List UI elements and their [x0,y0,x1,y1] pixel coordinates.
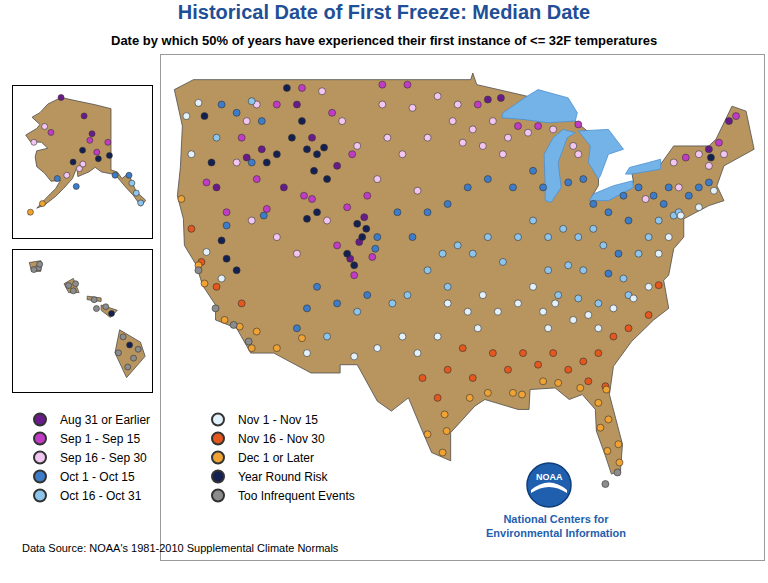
svg-text:Sep 1 - Sep 15: Sep 1 - Sep 15 [60,432,140,446]
svg-text:Aug 31 or Earlier: Aug 31 or Earlier [60,413,150,427]
svg-text:National Centers forEnvironmen: National Centers forEnvironmental Inform… [486,513,626,539]
svg-text:Nov 16 - Nov 30: Nov 16 - Nov 30 [238,432,325,446]
svg-text:Oct 16 - Oct 31: Oct 16 - Oct 31 [60,489,142,503]
svg-text:NOAA: NOAA [536,472,563,482]
svg-text:Historical Date of First Freez: Historical Date of First Freeze: Median … [178,1,590,23]
svg-text:Year Round Risk: Year Round Risk [238,470,329,484]
svg-text:Sep 16 - Sep 30: Sep 16 - Sep 30 [60,451,147,465]
svg-text:Dec 1 or Later: Dec 1 or Later [238,451,314,465]
svg-text:Data Source: NOAA's 1981-2010: Data Source: NOAA's 1981-2010 Supplement… [22,542,339,554]
svg-text:Oct 1 - Oct 15: Oct 1 - Oct 15 [60,470,135,484]
svg-text:Nov 1 - Nov 15: Nov 1 - Nov 15 [238,413,318,427]
svg-text:Too Infrequent Events: Too Infrequent Events [238,489,355,503]
svg-text:Date by which 50% of years hav: Date by which 50% of years have experien… [111,33,657,48]
